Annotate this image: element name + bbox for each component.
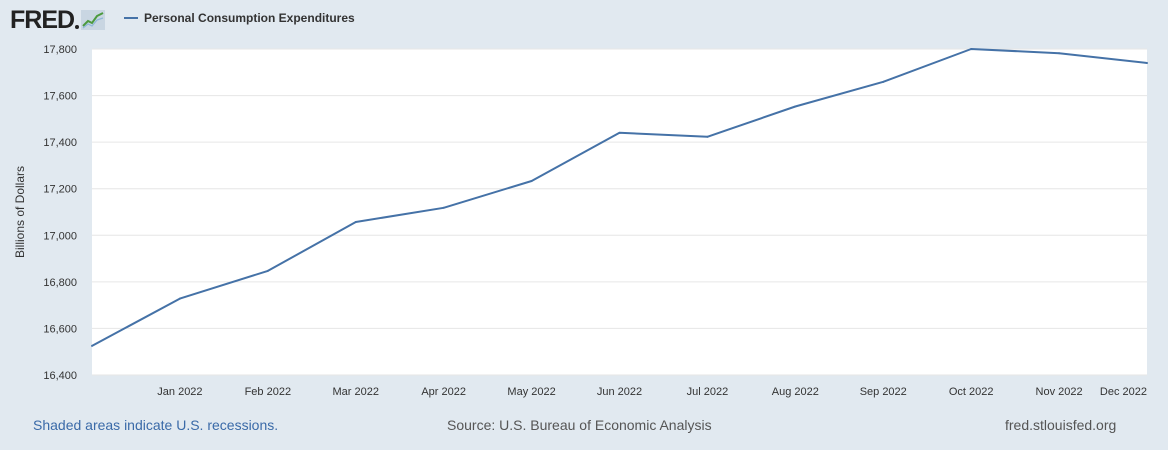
x-tick-label: Oct 2022	[949, 386, 994, 398]
chart-header: FRED Personal Consumption Expenditures	[0, 0, 1168, 40]
data-point[interactable]	[178, 297, 181, 300]
fred-logo-text: FRED	[10, 5, 75, 34]
x-tick-label: Nov 2022	[1036, 386, 1083, 398]
data-point[interactable]	[266, 269, 269, 272]
y-tick-label: 16,800	[43, 277, 77, 289]
data-point[interactable]	[442, 206, 445, 209]
data-point[interactable]	[530, 180, 533, 183]
data-point[interactable]	[91, 344, 93, 347]
data-point[interactable]	[618, 131, 621, 134]
y-axis-tick-labels: 16,400 16,600 16,800 17,000 17,200 17,400 17,6…	[43, 44, 77, 382]
data-point[interactable]	[1146, 61, 1148, 64]
series-group	[91, 48, 1148, 347]
gridlines	[92, 48, 1147, 376]
y-tick-label: 17,200	[43, 184, 77, 196]
x-tick-label: Apr 2022	[421, 386, 466, 398]
y-tick-label: 17,400	[43, 137, 77, 149]
line-chart: 16,400 16,600 16,800 17,000 17,200 17,400 17,6…	[13, 44, 1148, 398]
data-point[interactable]	[354, 221, 357, 224]
x-axis-tick-labels: Jan 2022 Feb 2022 Mar 2022 Apr 2022 May 2022…	[157, 386, 1147, 398]
x-tick-label: Dec 2022	[1100, 386, 1147, 398]
site-link[interactable]: fred.stlouisfed.org	[1005, 417, 1117, 433]
x-tick-label: Jan 2022	[157, 386, 202, 398]
x-tick-label: Aug 2022	[772, 386, 819, 398]
x-tick-label: Jul 2022	[687, 386, 729, 398]
logo-dot	[75, 25, 80, 29]
x-tick-label: Jun 2022	[597, 386, 642, 398]
legend-series-swatch	[124, 17, 138, 19]
chart-legend[interactable]: Personal Consumption Expenditures	[124, 11, 355, 25]
y-tick-label: 17,800	[43, 44, 77, 56]
data-point[interactable]	[970, 48, 973, 50]
plot-area	[92, 49, 1147, 375]
y-tick-label: 17,600	[43, 91, 77, 103]
y-tick-label: 16,600	[43, 323, 77, 335]
y-tick-label: 16,400	[43, 370, 77, 382]
x-tick-label: Sep 2022	[860, 386, 907, 398]
source-credit: Source: U.S. Bureau of Economic Analysis	[447, 417, 712, 433]
x-tick-label: Mar 2022	[333, 386, 379, 398]
recession-note: Shaded areas indicate U.S. recessions.	[33, 417, 279, 433]
data-point[interactable]	[706, 135, 709, 138]
data-point[interactable]	[882, 80, 885, 83]
data-point[interactable]	[794, 105, 797, 108]
x-tick-label: Feb 2022	[245, 386, 291, 398]
x-tick-label: May 2022	[507, 386, 555, 398]
chart-line-icon	[81, 10, 106, 30]
y-axis-title: Billions of Dollars	[13, 166, 27, 258]
legend-series-label: Personal Consumption Expenditures	[144, 11, 355, 25]
y-tick-label: 17,000	[43, 230, 77, 242]
fred-logo[interactable]: FRED	[10, 5, 106, 34]
data-point[interactable]	[1058, 52, 1061, 55]
